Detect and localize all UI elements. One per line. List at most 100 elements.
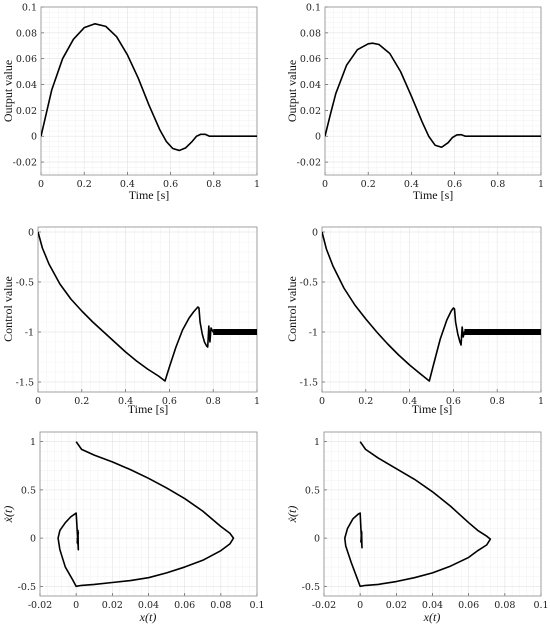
series-line xyxy=(322,231,541,382)
chattering-band xyxy=(213,329,257,335)
x-tick-label: 0.06 xyxy=(458,600,479,611)
x-tick-label: 0 xyxy=(38,179,44,190)
y-tick-label: -0.02 xyxy=(297,158,321,169)
x-tick-label: 1 xyxy=(254,179,260,190)
panel-phase-right: ẋ(t) x(t) -0.02 0 0.02 0.04 0.06 0.08 0.1 -0.5 0… xyxy=(285,431,549,624)
y-tick-label: 1 xyxy=(314,437,320,448)
x-tick-label: 0 xyxy=(35,396,41,407)
y-tick-label: -0.5 xyxy=(300,278,318,289)
x-tick-label: 0.6 xyxy=(162,396,177,407)
y-tick-label: 1 xyxy=(30,437,36,448)
ylabel-out-left: Output value xyxy=(1,60,15,122)
x-tick-label: 0.6 xyxy=(447,179,462,190)
x-tick-label: 0.2 xyxy=(77,179,92,190)
y-tick-label: -1 xyxy=(25,328,34,339)
panel-out-right: Output value Time [s] 0 0.2 0.4 0.6 0.8 1 -0.0… xyxy=(285,3,544,203)
series-line xyxy=(57,441,235,588)
series-line xyxy=(41,22,257,152)
series-line xyxy=(38,231,257,382)
x-tick-label: 0.4 xyxy=(118,396,133,407)
panel-ctrl-left: Control value Time [s] 0 0.2 0.4 0.6 0.8 1 -1.… xyxy=(1,226,260,416)
y-tick-label: -0.5 xyxy=(18,582,36,593)
y-tick-label: 0.5 xyxy=(305,485,320,496)
x-tick-label: 0.4 xyxy=(402,396,417,407)
y-tick-label: -1.5 xyxy=(300,378,318,389)
y-tick-label: 0 xyxy=(31,132,37,143)
y-tick-label: 0.06 xyxy=(300,54,321,65)
axes-frame xyxy=(324,6,542,176)
x-tick-label: 0 xyxy=(319,396,325,407)
y-tick-label: -0.02 xyxy=(13,158,37,169)
x-tick-label: -0.02 xyxy=(312,600,336,611)
x-tick-label: 0.8 xyxy=(206,179,221,190)
x-tick-label: 0.08 xyxy=(210,600,231,611)
x-tick-label: 0.4 xyxy=(404,179,419,190)
y-tick-label: 0 xyxy=(314,534,320,545)
x-tick-label: 0.6 xyxy=(446,396,461,407)
y-tick-label: -0.5 xyxy=(16,278,34,289)
xlabel-ctrl-right: Time [s] xyxy=(412,402,453,416)
y-tick-label: 0 xyxy=(30,534,36,545)
x-tick-label: 0.1 xyxy=(249,600,264,611)
x-tick-label: 0.2 xyxy=(361,179,376,190)
panel-out-left: Output value Time [s] 0 0.2 0.4 0.6 0.8 1 -0.0… xyxy=(1,3,260,203)
x-tick-label: 0.8 xyxy=(206,396,221,407)
ylabel-phase-right: ẋ(t) xyxy=(285,506,299,524)
y-tick-label: 0.1 xyxy=(306,3,321,14)
series-line xyxy=(343,441,492,588)
chattering-band xyxy=(464,329,541,335)
y-tick-label: 0.08 xyxy=(300,28,321,39)
axes-frame xyxy=(39,431,258,597)
y-tick-label: 0 xyxy=(28,228,34,239)
panel-ctrl-right: Control value Time [s] 0 0.2 0.4 0.6 0.8 1 -1.… xyxy=(285,226,544,416)
x-tick-label: 0.8 xyxy=(490,396,505,407)
x-tick-label: 1 xyxy=(538,396,544,407)
xlabel-out-left: Time [s] xyxy=(129,188,170,202)
x-tick-label: 0 xyxy=(73,600,79,611)
x-tick-label: 0.04 xyxy=(138,600,159,611)
x-tick-label: 0.08 xyxy=(494,600,515,611)
y-tick-label: 0.02 xyxy=(16,106,37,117)
x-tick-label: 0.2 xyxy=(74,396,89,407)
x-tick-label: 0.6 xyxy=(163,179,178,190)
xlabel-out-right: Time [s] xyxy=(413,188,454,202)
y-tick-label: 0.5 xyxy=(21,485,36,496)
y-tick-label: 0.04 xyxy=(16,80,37,91)
ylabel-phase-left: ẋ(t) xyxy=(1,506,15,524)
x-tick-label: 0.2 xyxy=(358,396,373,407)
y-tick-label: 0 xyxy=(312,228,318,239)
y-tick-label: 0.04 xyxy=(300,80,321,91)
y-tick-label: -1.5 xyxy=(16,378,34,389)
y-tick-label: 0.02 xyxy=(300,106,321,117)
x-tick-label: 0 xyxy=(357,600,363,611)
axes-frame xyxy=(40,6,258,176)
x-tick-label: 0.02 xyxy=(102,600,123,611)
xlabel-phase-right: x(t) xyxy=(423,610,441,624)
x-tick-label: 1 xyxy=(254,396,260,407)
axes-frame xyxy=(323,431,542,597)
panel-phase-left: ẋ(t) x(t) -0.02 0 0.02 0.04 0.06 0.08 0.1 -0.5 0… xyxy=(1,431,265,624)
y-tick-label: 0.06 xyxy=(16,54,37,65)
xlabel-phase-left: x(t) xyxy=(139,610,157,624)
y-tick-label: -1 xyxy=(309,328,318,339)
axes-frame xyxy=(37,226,258,393)
x-tick-label: -0.02 xyxy=(28,600,52,611)
ylabel-ctrl-right: Control value xyxy=(285,276,299,342)
x-tick-label: 0.8 xyxy=(490,179,505,190)
x-tick-label: 0.04 xyxy=(422,600,443,611)
x-tick-label: 0.06 xyxy=(174,600,195,611)
xlabel-ctrl-left: Time [s] xyxy=(128,402,169,416)
series-line xyxy=(325,42,541,149)
x-tick-label: 0.4 xyxy=(120,179,135,190)
x-tick-label: 0 xyxy=(322,179,328,190)
y-tick-label: 0.1 xyxy=(22,3,37,14)
y-tick-label: 0 xyxy=(315,132,321,143)
axes-frame xyxy=(321,226,542,393)
x-tick-label: 0.1 xyxy=(533,600,548,611)
x-tick-label: 1 xyxy=(538,179,544,190)
x-tick-label: 0.02 xyxy=(386,600,407,611)
y-tick-label: 0.08 xyxy=(16,28,37,39)
y-tick-label: -0.5 xyxy=(302,582,320,593)
ylabel-ctrl-left: Control value xyxy=(1,276,15,342)
